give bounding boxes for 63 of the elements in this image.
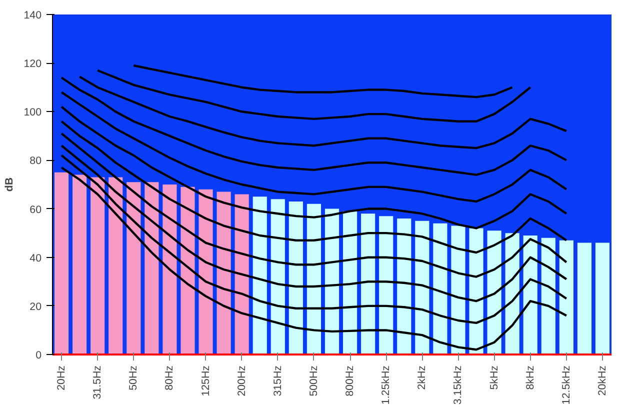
bar [270, 199, 285, 354]
bar [234, 194, 249, 354]
y-tick-label: 60 [30, 204, 42, 216]
x-tick-label: 1.25kHz [380, 366, 392, 405]
bar [162, 184, 177, 354]
line-series [60, 120, 568, 254]
x-tick-label: 125Hz [200, 365, 212, 396]
line-series [60, 132, 568, 278]
x-tick-label: 500Hz [308, 365, 320, 396]
bar [433, 223, 448, 354]
x-tick-label: 20kHz [596, 365, 608, 396]
y-tick-label: 140 [24, 10, 42, 22]
line-series [96, 69, 532, 122]
bar [90, 177, 105, 354]
x-tick-label: 200Hz [236, 365, 248, 396]
line-series [60, 76, 568, 176]
x-tick-label: 800Hz [344, 365, 356, 396]
bar [379, 216, 394, 354]
x-tick-label: 315Hz [272, 365, 284, 396]
bar [288, 202, 303, 354]
y-tick-label: 100 [24, 106, 42, 119]
bar [54, 172, 69, 354]
bar [595, 242, 610, 354]
y-tick-label: 20 [30, 300, 42, 313]
line-series [78, 76, 568, 150]
x-tick-label: 80Hz [164, 365, 176, 390]
bar [72, 174, 87, 354]
bar [577, 242, 592, 354]
bar [306, 204, 321, 354]
x-tick-label: 3.15kHz [452, 366, 464, 405]
bar [397, 218, 412, 354]
x-tick-label: 20Hz [56, 365, 68, 390]
y-tick-label: 40 [30, 252, 42, 264]
bar [198, 189, 213, 354]
line-series [60, 91, 568, 203]
y-tick-label: 80 [30, 155, 42, 168]
bar [541, 238, 556, 354]
bar [252, 196, 267, 354]
x-tick-label: 31.5Hz [92, 366, 104, 400]
x-tick-label: 12.5kHz [560, 366, 572, 405]
bar [216, 192, 231, 354]
bar [144, 182, 159, 354]
line-series [60, 106, 568, 230]
line-series [60, 166, 568, 351]
y-axis-title: dB [4, 177, 16, 192]
bar [108, 177, 123, 354]
bar [361, 214, 376, 354]
y-tick-label: 120 [24, 58, 42, 70]
bar [126, 182, 141, 354]
line-series [132, 64, 514, 98]
bar [559, 240, 574, 354]
bar [469, 228, 484, 354]
bar [180, 186, 195, 354]
line-series [60, 154, 568, 324]
x-tick-label: 8kHz [524, 365, 536, 390]
bar [415, 220, 430, 354]
y-tick-label: 0 [36, 350, 42, 362]
line-series [60, 144, 568, 302]
x-tick-label: 2kHz [416, 365, 428, 390]
bar [451, 226, 466, 354]
x-tick-label: 5kHz [488, 365, 500, 390]
x-tick-label: 50Hz [128, 365, 140, 390]
bar [324, 208, 340, 354]
